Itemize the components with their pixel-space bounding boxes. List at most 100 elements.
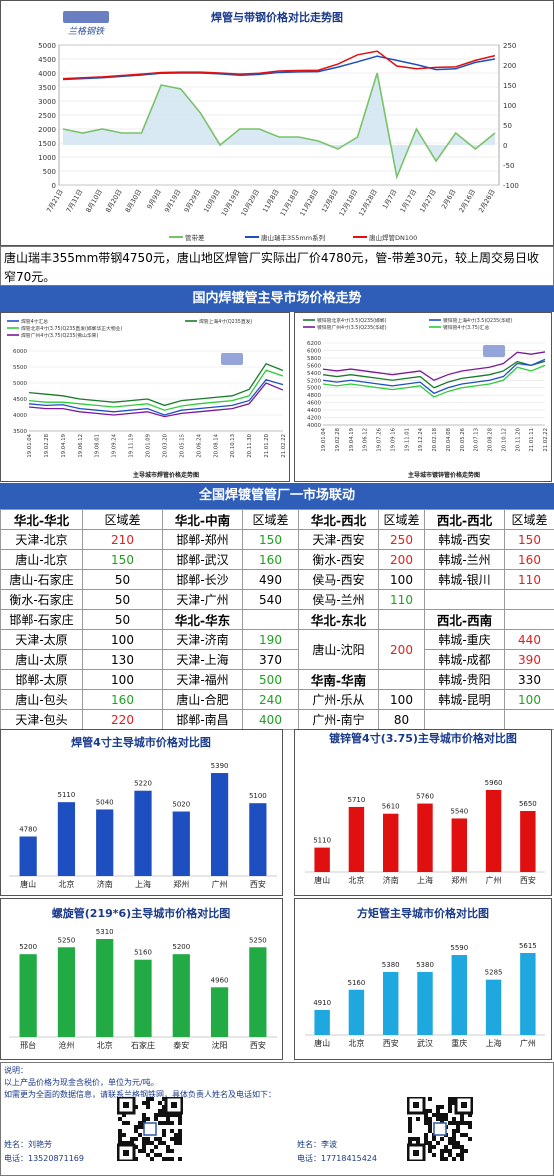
trend-x-tick-label: 19.06.12	[78, 434, 84, 458]
top-left-tick-label: 5000	[38, 42, 56, 50]
qr-module	[464, 1133, 468, 1137]
trend-x-tick-label: 20.04.08	[446, 427, 452, 451]
top-x-tick-label: 10月29日	[239, 188, 261, 218]
top-x-tick-label: 7月21日	[45, 188, 65, 214]
region-diff-cell	[504, 609, 554, 630]
qr-module	[146, 1101, 150, 1105]
qr-module	[432, 1145, 436, 1149]
trend-y-tick-label: 5600	[307, 363, 321, 369]
qr-module	[150, 1157, 154, 1161]
trend-x-tick-label: 19.12.24	[418, 427, 424, 451]
qr-module	[424, 1113, 428, 1117]
region-group-header: 华南-华南	[298, 669, 379, 690]
top-left-tick-label: 1500	[38, 140, 56, 148]
qr-module	[134, 1125, 138, 1129]
qr-module	[444, 1149, 448, 1153]
region-diff-cell: 80	[378, 709, 425, 730]
top-x-tick-label: 2月26日	[477, 188, 497, 214]
region-group-header: 华北-华北	[0, 509, 83, 530]
qr-module	[162, 1157, 166, 1161]
qr-module	[158, 1113, 162, 1117]
trend-caption: 主导城市镀锌管价格走势图	[408, 471, 480, 479]
qr-module	[122, 1113, 126, 1117]
qr-module	[424, 1133, 428, 1137]
qr-module	[432, 1137, 436, 1141]
qr-module	[452, 1117, 456, 1121]
bar-value-label: 5610	[382, 803, 400, 811]
region-diff-cell: 100	[82, 629, 163, 650]
top-legend-label: 唐山瑞丰355mm系列	[261, 233, 325, 242]
bar-category-label: 北京	[348, 1038, 364, 1048]
bar-value-label: 5020	[172, 801, 190, 809]
strip-price-line	[62, 55, 496, 81]
qr-module	[460, 1133, 464, 1137]
region-diff-cell: 130	[82, 649, 163, 670]
bar-value-label: 5540	[450, 807, 468, 815]
qr-module	[150, 1097, 154, 1101]
top-x-tick-label: 12月18日	[338, 188, 360, 218]
qr-module	[162, 1121, 166, 1125]
trend-legend-label: 镀锌管北京4寸(3.5)Q235(邯郸)	[317, 317, 387, 324]
qr-module	[456, 1121, 460, 1125]
contact-2-phone: 电话：17718415424	[297, 1154, 377, 1163]
top-left-tick-label: 3000	[38, 98, 56, 106]
qr-module	[158, 1153, 162, 1157]
qr-module	[408, 1137, 412, 1141]
price-bar	[314, 1009, 330, 1035]
trend-x-tick-label: 19.01.04	[321, 427, 327, 451]
logo-watermark	[221, 353, 243, 365]
bar-value-label: 5960	[485, 779, 503, 787]
price-bar	[485, 979, 502, 1035]
route-pair-cell: 天津-上海	[162, 649, 243, 670]
route-pair-cell	[424, 709, 505, 730]
contact-1-name: 姓名：刘艳芳	[4, 1140, 52, 1149]
top-left-tick-label: 2500	[38, 112, 56, 120]
route-pair-cell: 天津-太原	[0, 629, 83, 650]
qr-module	[134, 1129, 138, 1133]
region-diff-cell: 110	[378, 589, 425, 610]
price-bar	[314, 847, 330, 872]
bar-category-label: 上海	[417, 875, 433, 885]
qr-module	[178, 1113, 182, 1117]
qr-center-logo	[143, 1122, 157, 1136]
region-diff-cell: 210	[82, 529, 163, 550]
spiral-pipe-bar-svg: 螺旋管(219*6)主导城市价格对比图 5200 邢台 5250 沧州 5310 北京 51…	[9, 906, 277, 1050]
trend-x-tick-label: 19.09.16	[390, 427, 396, 451]
route-pair-cell: 韩城-西安	[424, 529, 505, 550]
bar-value-label: 4960	[211, 976, 229, 984]
price-bar	[451, 818, 467, 872]
galv-pipe-bar-chart: 镀锌管4寸(3.75)主导城市价格对比图 5110 唐山 5710 北京 5610 济南 5…	[294, 729, 552, 896]
region-diff-cell: 100	[378, 569, 425, 590]
price-bar	[210, 987, 229, 1037]
route-pair-cell: 邯郸-石家庄	[0, 609, 83, 630]
trend-legend-label: 焊管广州4寸(3.75)Q235(佛山华荣)	[21, 332, 98, 339]
bar-value-label: 5100	[249, 792, 267, 800]
trend-y-tick-label: 5800	[307, 356, 321, 362]
bar-category-label: 西安	[383, 1038, 399, 1048]
region-diff-cell: 200	[378, 629, 425, 670]
region-diff-cell: 100	[504, 689, 554, 710]
qr-module	[174, 1133, 178, 1137]
spiral-pipe-bar-chart: 螺旋管(219*6)主导城市价格对比图 5200 邢台 5250 沧州 5310 北京 51…	[0, 898, 283, 1060]
bar-category-label: 广州	[520, 1038, 536, 1048]
trend-legend-label: 焊管4寸汇总	[21, 318, 48, 325]
trend-x-tick-label: 19.11.01	[404, 428, 410, 452]
route-pair-cell: 天津-包头	[0, 709, 83, 730]
trend-x-tick-label: 20.05.15	[179, 434, 185, 458]
qr-module	[142, 1113, 146, 1117]
qr-module	[468, 1125, 472, 1129]
qr-module	[464, 1149, 468, 1153]
trend-x-tick-label: 20.06.24	[196, 433, 202, 457]
qr-module	[452, 1137, 456, 1141]
qr-module	[436, 1105, 440, 1109]
bar-value-label: 5650	[519, 800, 537, 808]
top-x-tick-label: 8月20日	[104, 188, 124, 214]
contact-2-name: 姓名：李波	[297, 1140, 337, 1149]
qr-module	[440, 1137, 444, 1141]
top-right-tick-label: 50	[503, 122, 512, 130]
price-bar	[249, 947, 267, 1037]
price-bar	[134, 790, 152, 876]
trend-x-tick-label: 20.02.18	[432, 427, 438, 451]
qr-module	[460, 1149, 464, 1153]
trend-y-tick-label: 4800	[307, 393, 321, 399]
